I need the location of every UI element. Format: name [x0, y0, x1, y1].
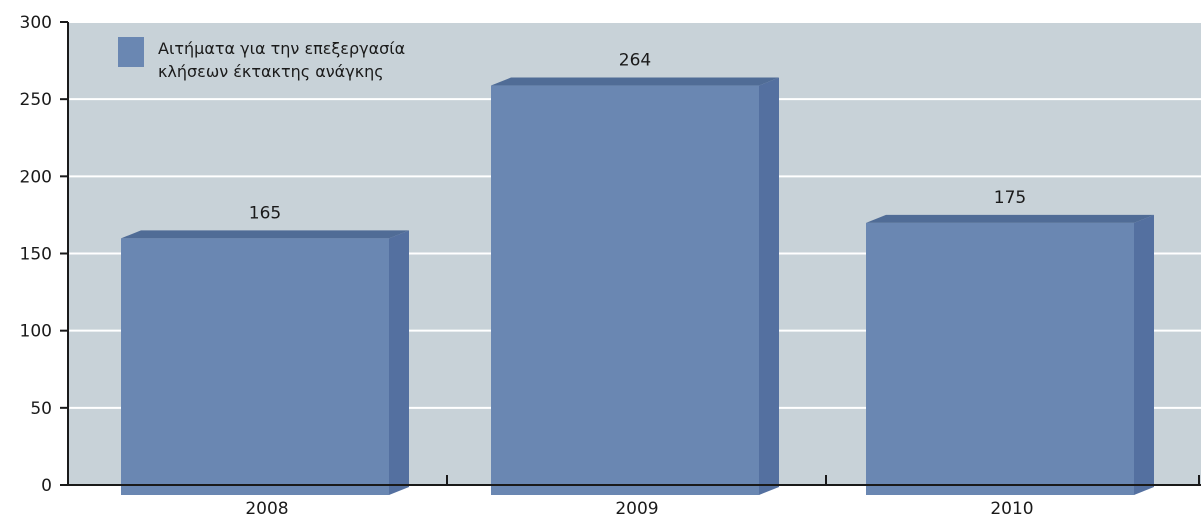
bar-front	[491, 85, 759, 495]
y-tick-label: 0	[41, 476, 52, 496]
bar-side	[759, 77, 779, 495]
bar-value-label: 175	[994, 188, 1026, 208]
bar-value-label: 264	[619, 51, 651, 71]
bar-side	[389, 230, 409, 495]
bar-value-label: 165	[249, 203, 281, 223]
legend-swatch	[118, 37, 144, 67]
bar-front	[121, 238, 389, 495]
legend: Αιτήματα για την επεξεργασία κλήσεων έκτ…	[118, 37, 405, 81]
bar-top	[491, 77, 779, 86]
bar-front	[866, 222, 1134, 495]
bar-side	[1134, 214, 1154, 495]
bar: 175	[866, 188, 1154, 495]
bar: 165	[121, 203, 409, 495]
y-tick-label: 50	[30, 399, 52, 419]
x-axis: 2008 2009 2010	[68, 475, 1201, 517]
bar-top	[866, 214, 1154, 223]
y-tick-label: 100	[20, 322, 52, 342]
bars: 165 264 175	[121, 51, 1154, 495]
x-tick-label: 2010	[990, 499, 1033, 517]
legend-label-line-2: κλήσεων έκτακτης ανάγκης	[158, 62, 384, 81]
x-tick-label: 2009	[615, 499, 658, 517]
bar-top	[121, 230, 409, 239]
y-axis-ticks: 0 50 100 150 200 250 300	[20, 13, 69, 496]
y-tick-label: 150	[20, 245, 52, 265]
legend-label-line-1: Αιτήματα για την επεξεργασία	[158, 39, 405, 58]
y-tick-label: 200	[20, 167, 52, 187]
x-tick-label: 2008	[245, 499, 288, 517]
y-tick-label: 250	[20, 90, 52, 110]
y-tick-label: 300	[20, 13, 52, 33]
bar: 264	[491, 51, 779, 495]
